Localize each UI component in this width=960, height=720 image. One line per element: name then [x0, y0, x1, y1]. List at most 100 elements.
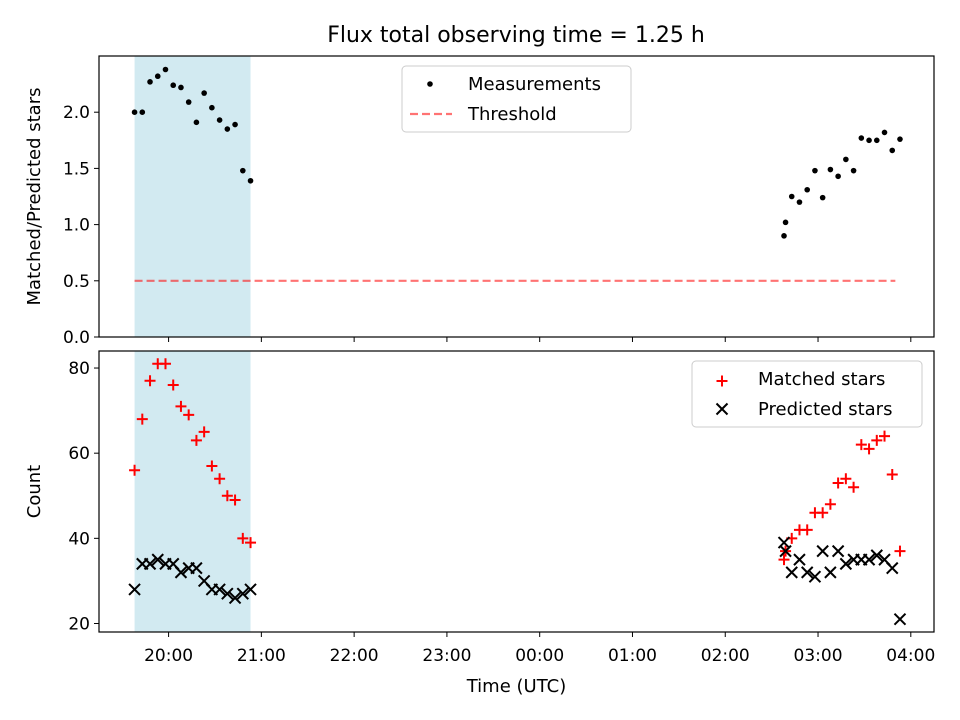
predicted-star-point — [213, 583, 226, 596]
measurement-point — [139, 109, 146, 115]
predicted-star-point — [886, 561, 899, 575]
count-panel: 20 40 60 80 20:00 21:00 22:00 23:00 00:00 01:00 02… — [24, 350, 935, 697]
measurement-point — [209, 104, 215, 111]
legend-predicted-marker — [715, 402, 729, 416]
matched-star-point — [863, 443, 875, 455]
predicted-star-point — [862, 553, 876, 566]
legend-threshold-label: Threshold — [467, 104, 557, 125]
y-axis-label: Count — [24, 465, 45, 518]
legend-measurements-label: Measurements — [468, 74, 601, 95]
matched-star-point — [801, 524, 813, 536]
predicted-star-point — [190, 561, 203, 575]
y-tick-label: 1.0 — [63, 216, 90, 236]
y-tick-label: 40 — [68, 529, 90, 549]
legend-matched-marker — [716, 375, 728, 387]
legend-box — [401, 65, 632, 133]
y-tick-label: 80 — [68, 359, 90, 379]
matched-star-point — [817, 507, 829, 519]
y-tick-label: 0.0 — [63, 328, 90, 348]
measurement-point — [858, 135, 865, 141]
predicted-star-point — [870, 549, 883, 562]
matched-star-point — [136, 413, 148, 425]
chart-title: Flux total observing time = 1.25 h — [327, 23, 705, 48]
matched-star-point — [175, 400, 187, 412]
x-tick-label: 02:00 — [701, 646, 750, 666]
y-tick-label: 20 — [68, 614, 90, 634]
predicted-star-point — [793, 553, 806, 566]
matched-star-point — [229, 494, 241, 506]
observing-window-shade — [134, 351, 251, 632]
measurement-point — [185, 99, 192, 105]
matched-star-point — [886, 468, 898, 480]
measurement-point — [866, 137, 872, 144]
y-tick-label: 60 — [68, 444, 90, 464]
matched-star-point — [214, 473, 226, 485]
y-axis-label: Matched/Predicted stars — [24, 88, 45, 306]
predicted-star-point — [143, 557, 157, 571]
legend-measurements-marker — [427, 81, 433, 87]
measurement-point — [835, 173, 841, 180]
predicted-star-point — [236, 587, 250, 600]
measurement-point — [796, 199, 803, 205]
matched-star-point — [198, 426, 210, 438]
x-tick-label: 04:00 — [886, 646, 935, 666]
x-tick-label: 22:00 — [330, 646, 379, 666]
measurement-point — [240, 167, 246, 174]
legend-matched-label: Matched stars — [758, 369, 885, 390]
ratio-panel: 0.0 0.5 1.0 1.5 2.0 Matched/Predicted stars Me… — [24, 55, 935, 348]
predicted-star-point — [816, 544, 829, 558]
matched-star-point — [879, 430, 891, 442]
measurement-point — [224, 126, 231, 132]
matched-star-point — [144, 375, 156, 387]
axes-frame — [98, 55, 935, 338]
measurement-point — [147, 79, 153, 85]
predicted-star-point — [221, 587, 234, 600]
predicted-star-point — [831, 544, 845, 558]
predicted-star-point — [893, 613, 907, 626]
axes-frame — [98, 350, 935, 633]
matched-star-point — [129, 464, 141, 476]
measurement-point — [897, 136, 903, 142]
measurement-point — [232, 121, 238, 128]
legend-predicted-label: Predicted stars — [758, 399, 892, 420]
matched-star-point — [221, 490, 233, 502]
measurement-point — [131, 109, 138, 115]
matched-star-point — [206, 460, 218, 472]
x-axis-label: Time (UTC) — [466, 676, 567, 697]
measurement-point — [873, 137, 880, 144]
predicted-star-point — [824, 566, 837, 579]
matched-star-point — [237, 532, 249, 544]
measurement-point — [201, 90, 207, 96]
predicted-star-point — [228, 591, 242, 605]
matched-star-point — [245, 537, 257, 549]
measurement-point — [782, 219, 789, 226]
measurement-point — [154, 73, 161, 80]
x-tick-label: 20:00 — [144, 646, 193, 666]
matched-star-point — [840, 473, 852, 485]
observing-window-shade — [134, 56, 251, 337]
x-tick-label: 21:00 — [237, 646, 286, 666]
x-tick-label: 00:00 — [515, 646, 564, 666]
measurement-point — [788, 193, 795, 200]
measurement-point — [193, 119, 200, 126]
predicted-star-point — [800, 566, 814, 579]
predicted-star-point — [244, 583, 257, 596]
predicted-star-point — [785, 566, 798, 579]
x-tick-label: 01:00 — [608, 646, 657, 666]
measurement-point — [850, 167, 857, 174]
predicted-star-point — [151, 553, 164, 566]
predicted-star-point — [779, 544, 792, 558]
predicted-star-point — [839, 557, 853, 571]
y-tick-label: 0.5 — [63, 272, 90, 292]
measurement-point — [781, 233, 787, 239]
x-tick-label: 23:00 — [422, 646, 471, 666]
measurement-point — [247, 177, 254, 184]
measurement-point — [843, 156, 849, 163]
matched-star-point — [190, 434, 202, 446]
y-tick-label: 2.0 — [63, 103, 90, 123]
measurement-point — [170, 82, 177, 89]
x-tick-label: 03:00 — [794, 646, 843, 666]
measurement-point — [216, 117, 223, 123]
measurement-point — [804, 186, 811, 193]
